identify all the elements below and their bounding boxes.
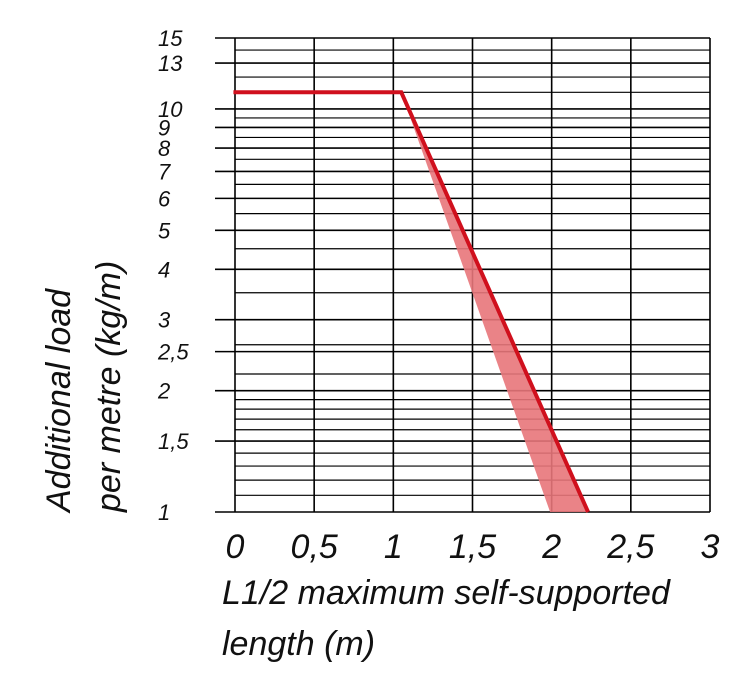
x-tick-label: 1 xyxy=(384,528,403,566)
y-tick-label: 2 xyxy=(157,379,170,404)
major-gridlines xyxy=(215,37,711,513)
series-lines xyxy=(233,90,590,513)
y-tick-label: 10 xyxy=(158,97,183,122)
y-axis-title-line-2: per metre (kg/m) xyxy=(90,261,128,513)
x-axis-title-line-2: length (m) xyxy=(222,625,375,663)
y-tick-label: 3 xyxy=(158,308,171,333)
x-tick-labels: 0 0,5 1 1,5 2 2,5 3 xyxy=(226,528,720,566)
y-tick-label: 2,5 xyxy=(157,340,189,365)
x-tick-label: 0 xyxy=(226,528,245,566)
y-tick-label: 13 xyxy=(158,51,183,76)
y-tick-label: 8 xyxy=(158,136,171,161)
x-tick-label: 0,5 xyxy=(291,528,338,566)
y-tick-label: 6 xyxy=(158,186,171,211)
x-tick-label: 2 xyxy=(541,528,561,566)
series-line xyxy=(233,90,590,513)
y-tick-label: 15 xyxy=(158,26,183,51)
y-tick-label: 7 xyxy=(158,159,171,184)
y-axis-title-line-1: Additional load xyxy=(40,288,78,514)
y-tick-label: 1 xyxy=(158,500,170,525)
x-tick-label: 3 xyxy=(701,528,720,566)
y-axis-title: Additional load per metre (kg/m) xyxy=(40,261,128,514)
y-tick-label: 1,5 xyxy=(158,429,189,454)
x-axis-title-line-1: L1/2 maximum self-supported xyxy=(222,574,671,612)
y-tick-label: 4 xyxy=(158,257,170,282)
x-tick-label: 2,5 xyxy=(606,528,654,566)
x-tick-label: 1,5 xyxy=(449,528,496,566)
y-tick-label: 9 xyxy=(158,115,170,140)
y-tick-label: 5 xyxy=(158,218,171,243)
